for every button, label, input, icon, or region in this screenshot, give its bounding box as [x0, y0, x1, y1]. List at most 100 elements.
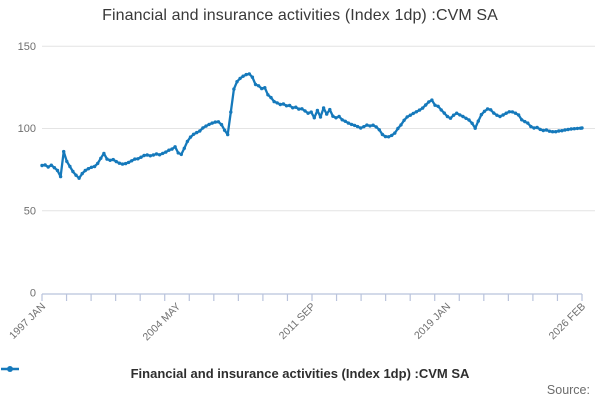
series-point-marker — [281, 102, 286, 106]
series-point-marker — [498, 114, 502, 119]
series-point-marker — [201, 126, 205, 130]
y-tick-label: 50 — [24, 205, 36, 217]
series-point-marker — [161, 151, 165, 156]
series-point-marker — [346, 121, 351, 125]
series-point-marker — [396, 126, 400, 131]
series-point-marker — [111, 157, 115, 162]
series-point-marker — [442, 111, 446, 115]
legend-series-label: Financial and insurance activities (Inde… — [130, 365, 470, 381]
series-point-marker — [510, 110, 515, 114]
series-point-marker — [359, 126, 363, 130]
series-point-marker — [492, 111, 496, 115]
series-point-marker — [430, 98, 434, 102]
series-point-marker — [427, 100, 431, 104]
series-point-marker — [43, 163, 47, 167]
series-point-marker — [284, 104, 289, 108]
series-point-marker — [114, 159, 119, 164]
series-point-marker — [349, 122, 354, 127]
source-label: Source: — [546, 383, 590, 397]
series-point-marker — [164, 150, 168, 154]
series-point-marker — [520, 118, 524, 122]
series-point-marker — [451, 113, 456, 117]
series-point-marker — [126, 160, 131, 165]
series-point-marker — [145, 153, 149, 157]
series-point-marker — [479, 112, 484, 117]
series-point-marker — [489, 108, 493, 112]
series-point-marker — [49, 163, 53, 167]
series-point-marker — [303, 109, 307, 113]
series-point-marker — [538, 127, 542, 132]
series-point-marker — [371, 123, 375, 127]
series-point-marker — [250, 75, 255, 79]
series-point-marker — [455, 111, 459, 115]
series-point-marker — [473, 126, 477, 130]
series-point-marker — [210, 121, 214, 125]
series-point-marker — [68, 164, 72, 169]
series-point-marker — [325, 112, 329, 116]
series-point-marker — [133, 157, 137, 161]
series-point-marker — [213, 120, 217, 124]
series-point-marker — [337, 114, 341, 119]
series-point-marker — [198, 129, 202, 133]
series-point-marker — [580, 126, 584, 130]
series-point-marker — [176, 151, 180, 155]
series-point-marker — [191, 132, 196, 136]
legend: Financial and insurance activities (Inde… — [0, 364, 600, 382]
series-point-marker — [260, 86, 264, 91]
series-point-marker — [247, 72, 251, 76]
series-point-marker — [278, 102, 282, 107]
series-point-marker — [420, 106, 425, 110]
series-point-marker — [513, 111, 518, 115]
series-point-marker — [365, 123, 369, 127]
series-point-marker — [458, 113, 462, 117]
series-point-marker — [62, 149, 66, 154]
series-point-marker — [55, 168, 60, 173]
series-point-marker — [167, 148, 171, 152]
series-point-marker — [526, 121, 530, 125]
series-point-marker — [343, 119, 347, 124]
series-point-marker — [86, 167, 91, 171]
series-point-marker — [216, 120, 221, 124]
series-point-marker — [393, 131, 397, 135]
series-point-marker — [244, 72, 248, 77]
series-point-marker — [40, 163, 44, 168]
series-point-marker — [550, 130, 555, 134]
series-point-marker — [495, 113, 499, 117]
series-point-marker — [386, 135, 391, 139]
series-point-marker — [535, 125, 539, 130]
series-point-marker — [383, 134, 388, 139]
series-point-marker — [504, 111, 508, 115]
series-point-marker — [572, 127, 576, 131]
series-point-marker — [207, 122, 211, 127]
series-point-marker — [287, 103, 292, 108]
line-chart-canvas: 0 50 100 150 1997 JAN 2004 MAY 2011 SEP 2019 JA… — [7, 41, 595, 343]
series-point-marker — [89, 165, 94, 169]
series-point-marker — [470, 121, 474, 126]
series-point-marker — [99, 156, 103, 160]
series-point-marker — [464, 116, 468, 121]
series-point-marker — [368, 124, 372, 128]
series-point-marker — [185, 139, 190, 144]
series-point-marker — [467, 118, 471, 122]
series-point-marker — [374, 125, 378, 129]
series-point-marker — [120, 162, 125, 166]
series-point-marker — [300, 107, 304, 111]
series-point-marker — [408, 113, 412, 117]
series-point-marker — [516, 113, 521, 117]
series-point-marker — [352, 123, 357, 128]
series-point-marker — [77, 176, 81, 180]
series-point-marker — [269, 95, 273, 100]
series-point-marker — [256, 84, 261, 88]
series-point-marker — [179, 152, 183, 157]
series-point-marker — [238, 76, 242, 81]
series-point-marker — [65, 159, 69, 164]
series-point-marker — [263, 86, 267, 90]
series-point-marker — [448, 116, 453, 120]
series-point-marker — [485, 107, 490, 111]
series-point-marker — [235, 80, 239, 84]
series-point-marker — [529, 124, 533, 129]
series-point-marker — [476, 119, 480, 123]
series-point-marker — [188, 135, 193, 139]
series-point-marker — [566, 127, 570, 132]
